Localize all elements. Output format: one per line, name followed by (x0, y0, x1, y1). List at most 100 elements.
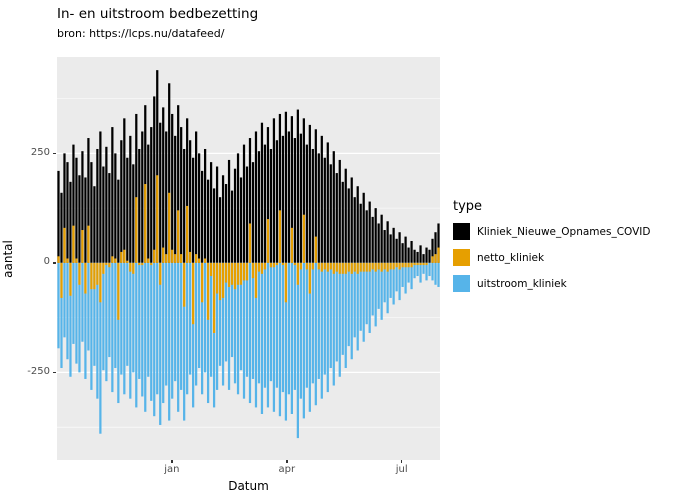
bar-uitstroom_kliniek (212, 262, 216, 408)
bar-Kliniek_Nieuwe_Opnames_COVID (419, 245, 422, 263)
bar-Kliniek_Nieuwe_Opnames_COVID (257, 151, 261, 263)
bar-Kliniek_Nieuwe_Opnames_COVID (320, 135, 323, 263)
bar-Kliniek_Nieuwe_Opnames_COVID (386, 221, 389, 263)
plot-area (57, 57, 440, 460)
bar-uitstroom_kliniek (311, 262, 314, 384)
bar-netto_kliniek (371, 262, 374, 270)
bar-netto_kliniek (171, 249, 174, 263)
plot-panel (57, 57, 440, 460)
bar-uitstroom_kliniek (177, 262, 180, 412)
bar-Kliniek_Nieuwe_Opnames_COVID (305, 144, 308, 263)
bar-uitstroom_kliniek (63, 262, 66, 338)
bar-Kliniek_Nieuwe_Opnames_COVID (317, 153, 320, 263)
bar-Kliniek_Nieuwe_Opnames_COVID (284, 111, 288, 263)
bar-uitstroom_kliniek (335, 262, 338, 362)
bar-uitstroom_kliniek (296, 262, 299, 439)
bar-Kliniek_Nieuwe_Opnames_COVID (410, 240, 413, 263)
y-tick-label: 250 (30, 146, 50, 158)
legend-key-swatch (453, 275, 470, 292)
bar-netto_kliniek (263, 262, 267, 270)
bar-uitstroom_kliniek (401, 262, 404, 287)
bar-uitstroom_kliniek (93, 262, 96, 366)
bar-Kliniek_Nieuwe_Opnames_COVID (392, 227, 395, 263)
bar-uitstroom_kliniek (344, 262, 347, 369)
bar-Kliniek_Nieuwe_Opnames_COVID (377, 223, 380, 263)
bar-netto_kliniek (162, 247, 165, 263)
bar-netto_kliniek (425, 262, 428, 266)
legend-entry: netto_kliniek (453, 249, 693, 266)
bar-netto_kliniek (224, 262, 228, 283)
bar-uitstroom_kliniek (362, 262, 365, 342)
bar-netto_kliniek (266, 219, 270, 263)
bar-uitstroom_kliniek (114, 262, 117, 369)
bar-uitstroom_kliniek (413, 262, 416, 279)
bar-Kliniek_Nieuwe_Opnames_COVID (96, 148, 99, 263)
bar-uitstroom_kliniek (60, 262, 63, 369)
bar-Kliniek_Nieuwe_Opnames_COVID (108, 173, 111, 263)
bar-Kliniek_Nieuwe_Opnames_COVID (198, 153, 201, 263)
bar-netto_kliniek (257, 262, 261, 272)
bar-netto_kliniek (362, 262, 365, 272)
bar-Kliniek_Nieuwe_Opnames_COVID (416, 251, 419, 263)
bar-netto_kliniek (383, 262, 386, 270)
bar-uitstroom_kliniek (69, 262, 72, 377)
bar-uitstroom_kliniek (156, 262, 159, 395)
bar-netto_kliniek (153, 249, 156, 263)
bar-Kliniek_Nieuwe_Opnames_COVID (174, 135, 177, 263)
bar-uitstroom_kliniek (425, 262, 428, 281)
bar-Kliniek_Nieuwe_Opnames_COVID (380, 214, 383, 263)
bar-netto_kliniek (132, 262, 135, 274)
bar-Kliniek_Nieuwe_Opnames_COVID (389, 234, 392, 263)
bar-netto_kliniek (114, 258, 117, 263)
bar-uitstroom_kliniek (218, 262, 222, 366)
bar-netto_kliniek (230, 262, 234, 285)
bar-netto_kliniek (117, 262, 120, 320)
bar-uitstroom_kliniek (383, 262, 386, 303)
bar-Kliniek_Nieuwe_Opnames_COVID (203, 148, 207, 263)
bar-netto_kliniek (422, 262, 425, 266)
bar-netto_kliniek (275, 262, 279, 266)
bar-uitstroom_kliniek (180, 262, 183, 390)
bar-uitstroom_kliniek (183, 262, 186, 421)
bar-uitstroom_kliniek (377, 262, 380, 309)
bar-uitstroom_kliniek (299, 262, 302, 399)
bar-Kliniek_Nieuwe_Opnames_COVID (162, 107, 165, 263)
bar-netto_kliniek (201, 262, 204, 303)
bar-uitstroom_kliniek (78, 262, 81, 373)
bar-uitstroom_kliniek (117, 262, 120, 404)
legend-entry-label: Kliniek_Nieuwe_Opnames_COVID (477, 225, 651, 238)
bar-uitstroom_kliniek (287, 262, 291, 395)
bar-netto_kliniek (332, 262, 335, 274)
bar-uitstroom_kliniek (434, 262, 437, 285)
bar-Kliniek_Nieuwe_Opnames_COVID (126, 157, 129, 263)
bar-uitstroom_kliniek (135, 262, 138, 408)
bar-Kliniek_Nieuwe_Opnames_COVID (63, 153, 66, 263)
bar-netto_kliniek (293, 262, 296, 266)
bar-netto_kliniek (111, 256, 114, 263)
bar-netto_kliniek (392, 262, 395, 270)
bar-uitstroom_kliniek (419, 262, 422, 283)
bar-netto_kliniek (320, 262, 323, 272)
bar-uitstroom_kliniek (257, 262, 261, 384)
bar-Kliniek_Nieuwe_Opnames_COVID (248, 138, 252, 263)
bar-netto_kliniek (356, 262, 359, 274)
bar-Kliniek_Nieuwe_Opnames_COVID (171, 113, 174, 263)
bar-netto_kliniek (389, 262, 392, 270)
bar-Kliniek_Nieuwe_Opnames_COVID (93, 186, 96, 263)
bar-uitstroom_kliniek (96, 262, 99, 399)
bar-netto_kliniek (159, 262, 162, 285)
bar-netto_kliniek (404, 262, 407, 268)
bar-Kliniek_Nieuwe_Opnames_COVID (338, 159, 341, 263)
bar-netto_kliniek (90, 262, 93, 290)
bar-uitstroom_kliniek (233, 262, 237, 384)
bar-netto_kliniek (305, 262, 308, 270)
bar-Kliniek_Nieuwe_Opnames_COVID (344, 168, 347, 263)
bar-netto_kliniek (278, 210, 282, 263)
bar-Kliniek_Nieuwe_Opnames_COVID (293, 138, 296, 263)
bar-netto_kliniek (323, 262, 326, 270)
bar-uitstroom_kliniek (159, 262, 162, 425)
bar-netto_kliniek (308, 262, 311, 294)
bar-netto_kliniek (380, 262, 383, 272)
bar-netto_kliniek (335, 262, 338, 272)
bar-uitstroom_kliniek (75, 262, 78, 364)
